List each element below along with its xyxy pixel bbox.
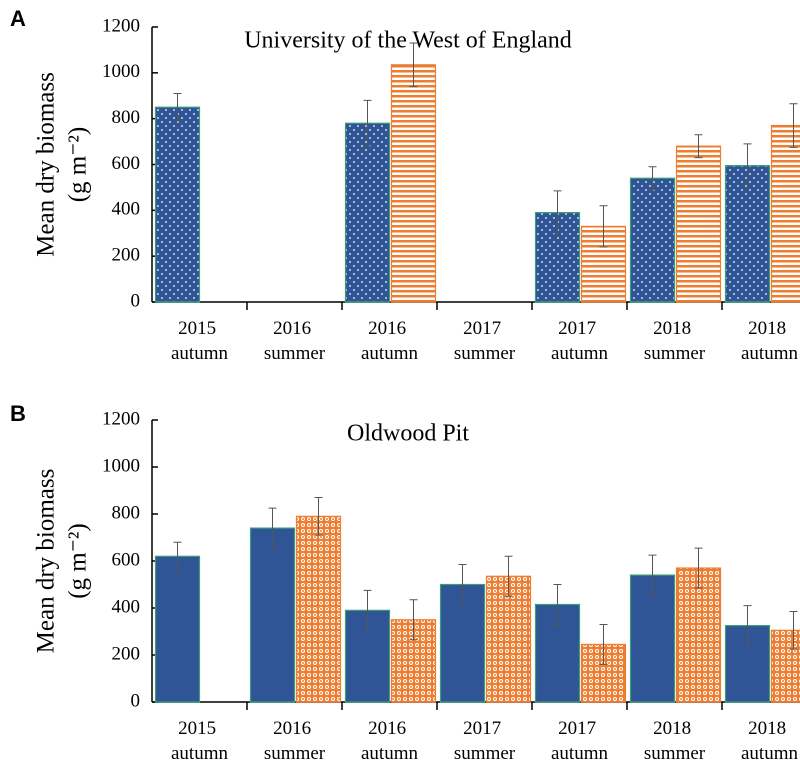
error-bar xyxy=(599,205,608,248)
y-tick-label: 1000 xyxy=(102,61,140,82)
y-tick-label: 800 xyxy=(112,107,141,128)
chart-title: Oldwood Pit xyxy=(347,421,469,447)
x-tick-label: 2017 summer xyxy=(454,718,516,764)
bar xyxy=(629,177,676,303)
x-tick-label: 2015 autumn xyxy=(171,718,228,764)
y-axis-label: Mean dry biomass xyxy=(33,469,60,654)
error-bar xyxy=(363,99,372,147)
x-tick-label: 2016 autumn xyxy=(361,718,418,764)
bar xyxy=(770,124,800,303)
error-bar xyxy=(409,42,418,88)
bar xyxy=(344,122,391,303)
bar xyxy=(249,527,296,703)
bar xyxy=(770,629,800,703)
x-tick-label: 2016 summer xyxy=(264,718,326,764)
x-tick-label: 2016 summer xyxy=(264,318,326,364)
error-bar xyxy=(173,541,182,571)
error-bar xyxy=(743,605,752,647)
x-tick-label: 2016 autumn xyxy=(361,318,418,364)
y-tick-label: 1200 xyxy=(102,15,140,36)
y-tick-label: 200 xyxy=(112,245,141,266)
bar xyxy=(724,165,771,303)
panel-label: A xyxy=(10,6,26,31)
y-tick-label: 0 xyxy=(131,690,141,711)
error-bar xyxy=(173,92,182,122)
y-tick-label: 600 xyxy=(112,549,141,570)
bar xyxy=(390,64,437,303)
chart-title: University of the West of England xyxy=(244,28,572,54)
y-tick-label: 600 xyxy=(112,153,141,174)
error-bar xyxy=(694,134,703,159)
x-tick-label: 2017 summer xyxy=(454,318,516,364)
bar xyxy=(675,567,722,703)
error-bar xyxy=(458,564,467,605)
y-axis-label: (g m⁻²) xyxy=(65,523,92,599)
x-tick-label: 2017 autumn xyxy=(551,718,608,764)
error-bar xyxy=(648,554,657,596)
bar xyxy=(154,555,201,703)
x-tick-label: 2018 autumn xyxy=(741,718,798,764)
bar xyxy=(485,575,532,703)
error-bar xyxy=(553,190,562,235)
error-bar xyxy=(504,555,513,597)
error-bar xyxy=(599,623,608,665)
error-bar xyxy=(648,166,657,191)
error-bar xyxy=(268,507,277,549)
error-bar xyxy=(553,584,562,625)
bar xyxy=(295,515,342,703)
y-tick-label: 400 xyxy=(112,596,141,617)
y-axis-label: (g m⁻²) xyxy=(65,127,92,203)
y-tick-label: 1200 xyxy=(102,408,140,429)
bar xyxy=(675,145,722,303)
bar xyxy=(154,106,201,303)
error-bar xyxy=(789,103,798,148)
y-axis-label: Mean dry biomass xyxy=(33,72,60,257)
x-tick-label: 2018 autumn xyxy=(741,318,798,364)
y-tick-label: 1000 xyxy=(102,455,140,476)
y-tick-label: 200 xyxy=(112,643,141,664)
y-tick-label: 0 xyxy=(131,290,141,311)
x-tick-label: 2015 autumn xyxy=(171,318,228,364)
error-bar xyxy=(314,497,323,536)
y-tick-label: 400 xyxy=(112,199,141,220)
error-bar xyxy=(363,589,372,631)
y-tick-label: 800 xyxy=(112,502,141,523)
error-bar xyxy=(409,599,418,641)
x-tick-label: 2018 summer xyxy=(644,318,706,364)
bar xyxy=(629,574,676,703)
error-bar xyxy=(694,547,703,589)
x-tick-label: 2018 summer xyxy=(644,718,706,764)
panel-label: B xyxy=(10,401,26,426)
error-bar xyxy=(743,143,752,188)
x-tick-label: 2017 autumn xyxy=(551,318,608,364)
error-bar xyxy=(789,611,798,650)
